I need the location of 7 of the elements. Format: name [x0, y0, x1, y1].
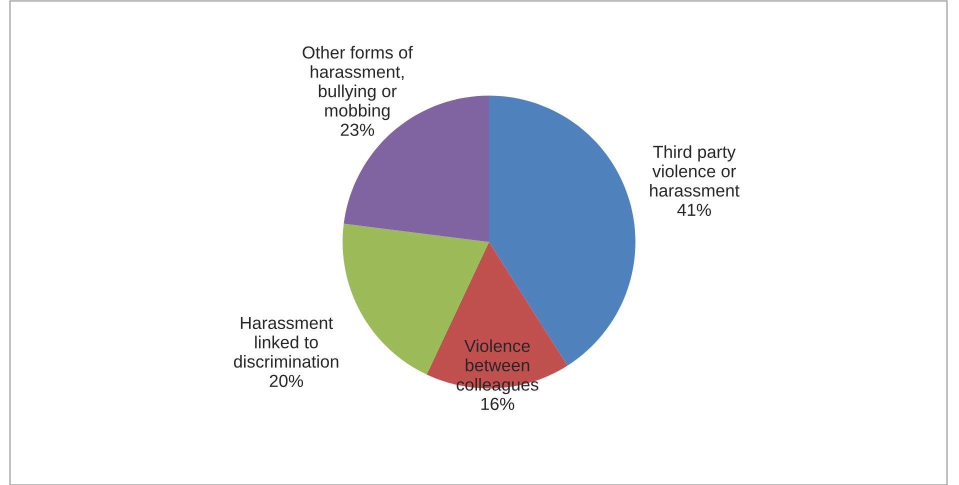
- data-label: 23%: [340, 124, 374, 136]
- data-label: 16%: [481, 398, 514, 410]
- data-label: 41%: [677, 204, 712, 216]
- slice-label: Third party violence or harassment: [650, 145, 740, 197]
- data-label: 20%: [270, 374, 304, 388]
- slice-label: Harassment linked to discrimination: [234, 316, 338, 368]
- slice-label: Other forms of harassment, bullying or mobbing: [302, 46, 413, 120]
